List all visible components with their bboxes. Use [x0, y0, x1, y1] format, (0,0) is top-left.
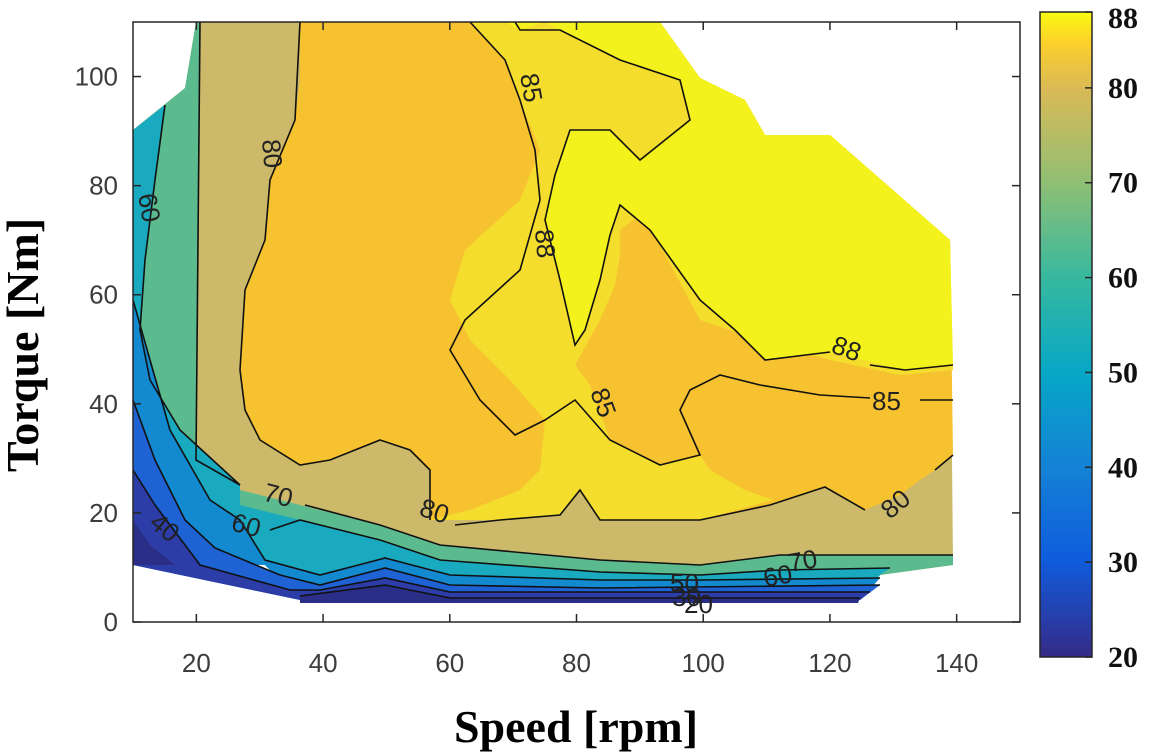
colorbar-tick-label: 20	[1108, 641, 1138, 674]
x-tick-label: 40	[309, 648, 338, 678]
y-tick-label: 40	[89, 389, 118, 419]
contour-label: 20	[684, 589, 713, 619]
x-tick-label: 80	[562, 648, 591, 678]
colorbar-tick-label: 60	[1108, 262, 1138, 295]
contour-fills	[133, 22, 953, 603]
contour-label: 80	[256, 138, 288, 169]
contour-line-85-mid	[449, 199, 871, 466]
contour-line-88-right	[869, 364, 954, 371]
contour-line-70	[195, 22, 241, 486]
colorbar-tick-label: 70	[1108, 167, 1138, 200]
x-axis: 20 40 60 80 100 120 140	[182, 22, 978, 678]
contour-label: 85	[514, 71, 549, 105]
x-tick-label: 60	[435, 648, 464, 678]
colorbar-tick-label: 40	[1108, 451, 1138, 484]
y-tick-label: 60	[89, 280, 118, 310]
x-tick-label: 140	[935, 648, 978, 678]
y-tick-label: 20	[89, 498, 118, 528]
contour-line-70-bottom	[304, 504, 953, 566]
contour-label: 60	[761, 558, 795, 593]
y-tick-label: 80	[89, 171, 118, 201]
colorbar	[1039, 11, 1093, 658]
band-below-20	[133, 520, 175, 565]
contour-line-50	[133, 299, 881, 581]
y-axis-label: Torque [Nm]	[0, 218, 48, 472]
contour-lines	[133, 22, 954, 599]
contour-line-88-upper	[514, 22, 831, 361]
y-tick-label: 100	[75, 62, 118, 92]
contour-label: 60	[132, 191, 167, 225]
colorbar-tick-label: 30	[1108, 546, 1138, 579]
contour-line-60	[139, 104, 241, 486]
x-axis-label: Speed [rpm]	[454, 701, 698, 752]
band-above-88	[505, 22, 953, 370]
colorbar-tick-label: 50	[1108, 356, 1138, 389]
contour-line-80-bottom	[454, 486, 866, 526]
contour-label: 50	[670, 568, 699, 598]
contour-label: 88	[529, 228, 561, 259]
contour-line-20	[299, 584, 860, 599]
contour-label: 30	[672, 582, 701, 612]
x-tick-label: 20	[182, 648, 211, 678]
contour-line-60-bottom	[269, 519, 891, 576]
colorbar-tick-label: 88	[1108, 2, 1138, 35]
colorbar-tick-label: 80	[1108, 72, 1138, 105]
contour-line-85-top	[469, 22, 541, 201]
contour-line-80-left	[239, 22, 431, 520]
contour-line-30	[133, 469, 870, 593]
contour-line-80-right	[934, 454, 954, 471]
x-tick-label: 100	[682, 648, 725, 678]
y-tick-label: 0	[104, 607, 118, 637]
colorbar-ticks: 20 30 40 50 60 70 80 88	[1085, 2, 1138, 674]
contour-label: 70	[786, 543, 820, 578]
contour-line-40	[133, 399, 881, 589]
y-axis: 0 20 40 60 80 100	[75, 62, 1020, 637]
contour-label: 85	[872, 386, 901, 416]
x-tick-label: 120	[808, 648, 851, 678]
